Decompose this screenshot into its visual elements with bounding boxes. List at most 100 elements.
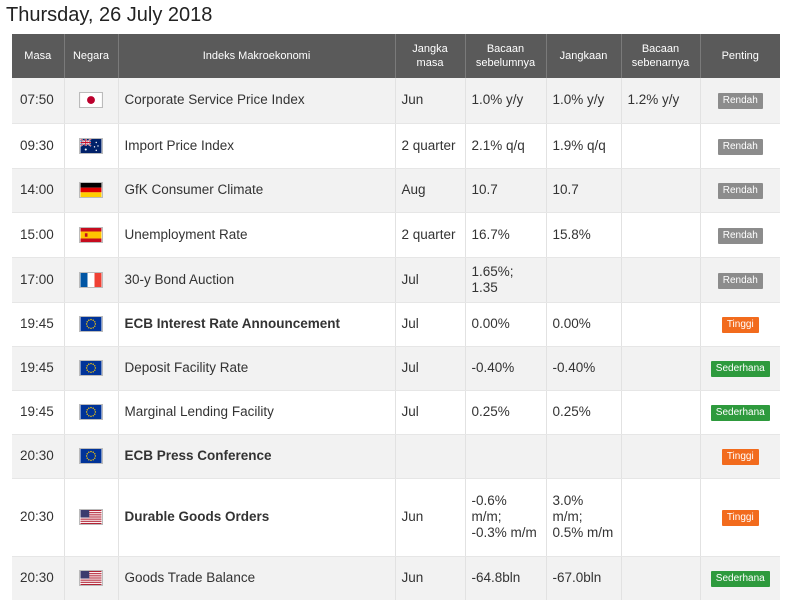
period-cell: [394, 434, 465, 479]
importance-cell: Rendah: [699, 212, 780, 258]
country-cell: [63, 556, 118, 600]
forecast-cell: -67.0bln: [545, 556, 621, 600]
actual-cell: [620, 434, 700, 479]
forecast-cell: [545, 257, 621, 303]
forecast-cell: 0.25%: [545, 390, 621, 435]
header-importance: Penting: [699, 34, 780, 78]
period-cell: Jun: [394, 478, 465, 557]
period-cell: Jun: [394, 78, 465, 124]
table-row[interactable]: 15:00 Unemployment Rate 2 quarter 16.7% …: [12, 212, 780, 258]
time-cell: 20:30: [12, 478, 64, 557]
page-title: Thursday, 26 July 2018: [6, 4, 213, 26]
actual-cell: [620, 346, 700, 391]
table-row[interactable]: 19:45 Deposit Facility Rate Jul -0.40% -…: [12, 346, 780, 391]
importance-cell: Tinggi: [699, 434, 780, 479]
actual-cell: [620, 123, 700, 169]
previous-cell: 10.7: [464, 168, 546, 213]
table-row[interactable]: 09:30 Import Price Index 2 quarter 2.1% …: [12, 123, 780, 169]
header-actual: Bacaan sebenarnya: [620, 34, 700, 78]
previous-cell: -64.8bln: [464, 556, 546, 600]
period-cell: Jun: [394, 556, 465, 600]
indicator-cell: Unemployment Rate: [117, 212, 395, 258]
forecast-cell: 1.0% y/y: [545, 78, 621, 124]
importance-badge-high: Tinggi: [721, 449, 759, 465]
actual-cell: [620, 257, 700, 303]
time-cell: 20:30: [12, 434, 64, 479]
importance-badge-low: Rendah: [717, 183, 763, 199]
usa-flag-icon: [79, 509, 103, 526]
previous-cell: 1.0% y/y: [464, 78, 546, 124]
previous-cell: -0.6% m/m; -0.3% m/m: [464, 478, 546, 557]
actual-cell: 1.2% y/y: [620, 78, 700, 124]
time-cell: 15:00: [12, 212, 64, 258]
indicator-cell: ECB Interest Rate Announcement: [117, 302, 395, 347]
importance-badge-medium: Sederhana: [710, 571, 770, 587]
spain-flag-icon: [79, 226, 103, 243]
header-indicator: Indeks Makroekonomi: [117, 34, 395, 78]
actual-cell: [620, 302, 700, 347]
time-cell: 14:00: [12, 168, 64, 213]
table-row[interactable]: 20:30 Durable Goods Orders Jun -0.6% m/m…: [12, 478, 780, 557]
importance-cell: Rendah: [699, 257, 780, 303]
period-cell: Jul: [394, 346, 465, 391]
eu-flag-icon: [79, 316, 103, 333]
header-previous: Bacaan sebelumnya: [464, 34, 546, 78]
previous-cell: 16.7%: [464, 212, 546, 258]
actual-cell: [620, 212, 700, 258]
time-cell: 19:45: [12, 390, 64, 435]
forecast-cell: 10.7: [545, 168, 621, 213]
importance-cell: Sederhana: [699, 556, 780, 600]
importance-badge-medium: Sederhana: [710, 405, 770, 421]
previous-cell: [464, 434, 546, 479]
importance-badge-low: Rendah: [717, 93, 763, 110]
indicator-cell: GfK Consumer Climate: [117, 168, 395, 213]
forecast-cell: 0.00%: [545, 302, 621, 347]
period-cell: Jul: [394, 390, 465, 435]
country-cell: [63, 123, 118, 169]
importance-cell: Rendah: [699, 78, 780, 124]
germany-flag-icon: [79, 182, 103, 199]
importance-badge-low: Rendah: [717, 272, 763, 289]
importance-badge-low: Rendah: [717, 227, 763, 244]
indicator-cell: Deposit Facility Rate: [117, 346, 395, 391]
table-row[interactable]: 14:00 GfK Consumer Climate Aug 10.7 10.7…: [12, 168, 780, 213]
country-cell: [63, 257, 118, 303]
actual-cell: [620, 556, 700, 600]
table-row[interactable]: 20:30 ECB Press Conference Tinggi: [12, 434, 780, 479]
table-row[interactable]: 17:00 30-y Bond Auction Jul 1.65%; 1.35 …: [12, 257, 780, 303]
table-row[interactable]: 07:50 Corporate Service Price Index Jun …: [12, 78, 780, 124]
previous-cell: -0.40%: [464, 346, 546, 391]
importance-cell: Rendah: [699, 123, 780, 169]
eu-flag-icon: [79, 448, 103, 465]
time-cell: 09:30: [12, 123, 64, 169]
importance-badge-medium: Sederhana: [710, 361, 770, 377]
period-cell: 2 quarter: [394, 212, 465, 258]
previous-cell: 0.00%: [464, 302, 546, 347]
indicator-cell: Corporate Service Price Index: [117, 78, 395, 124]
indicator-cell: Durable Goods Orders: [117, 478, 395, 557]
forecast-cell: -0.40%: [545, 346, 621, 391]
table-row[interactable]: 19:45 ECB Interest Rate Announcement Jul…: [12, 302, 780, 347]
previous-cell: 1.65%; 1.35: [464, 257, 546, 303]
table-row[interactable]: 19:45 Marginal Lending Facility Jul 0.25…: [12, 390, 780, 435]
indicator-cell: Marginal Lending Facility: [117, 390, 395, 435]
indicator-cell: 30-y Bond Auction: [117, 257, 395, 303]
economic-calendar: Masa Negara Indeks Makroekonomi Jangka m…: [12, 34, 780, 600]
usa-flag-icon: [79, 570, 103, 587]
header-country: Negara: [63, 34, 118, 78]
forecast-cell: 1.9% q/q: [545, 123, 621, 169]
country-cell: [63, 212, 118, 258]
previous-cell: 0.25%: [464, 390, 546, 435]
time-cell: 19:45: [12, 302, 64, 347]
importance-badge-high: Tinggi: [721, 510, 759, 526]
time-cell: 07:50: [12, 78, 64, 124]
importance-cell: Sederhana: [699, 346, 780, 391]
forecast-cell: [545, 434, 621, 479]
importance-cell: Tinggi: [699, 302, 780, 347]
forecast-cell: 15.8%: [545, 212, 621, 258]
country-cell: [63, 346, 118, 391]
period-cell: Jul: [394, 302, 465, 347]
france-flag-icon: [79, 271, 103, 288]
country-cell: [63, 168, 118, 213]
table-row[interactable]: 20:30 Goods Trade Balance Jun -64.8bln -…: [12, 556, 780, 600]
